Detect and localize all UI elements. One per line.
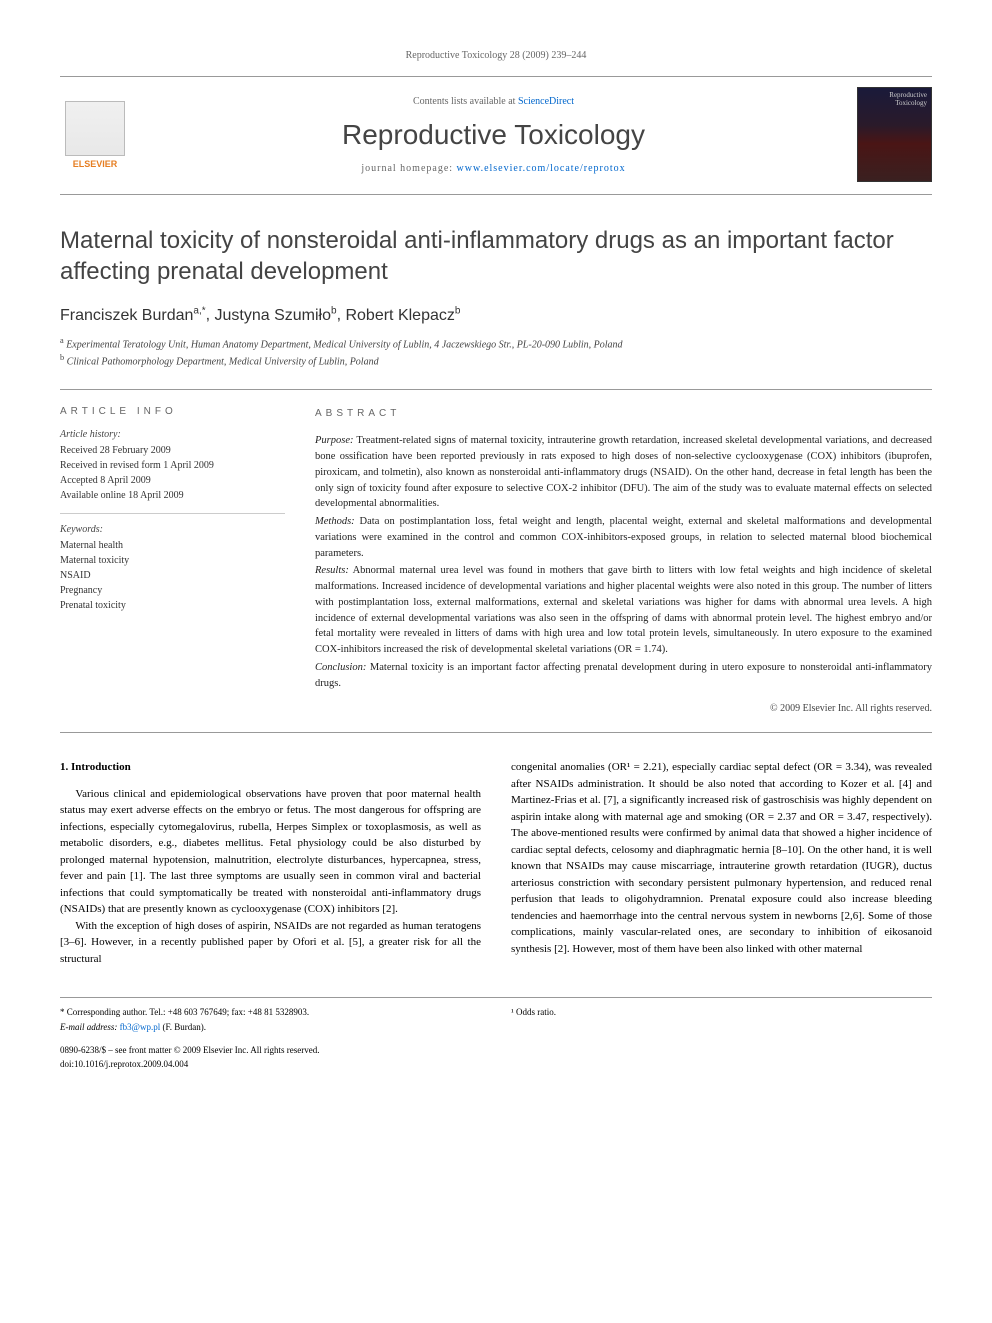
elsevier-logo: ELSEVIER	[60, 95, 130, 175]
affiliations: a Experimental Teratology Unit, Human An…	[60, 335, 932, 370]
journal-banner: ELSEVIER Contents lists available at Sci…	[60, 76, 932, 195]
footnotes-left: * Corresponding author. Tel.: +48 603 76…	[60, 1006, 481, 1072]
article-history-block: Article history: Received 28 February 20…	[60, 429, 285, 514]
abstract-methods: Methods: Data on postimplantation loss, …	[315, 514, 932, 561]
banner-center: Contents lists available at ScienceDirec…	[142, 96, 845, 174]
body-columns: 1. Introduction Various clinical and epi…	[60, 759, 932, 967]
intro-p2-continued: congenital anomalies (OR¹ = 2.21), espec…	[511, 759, 932, 957]
doi-line: doi:10.1016/j.reprotox.2009.04.004	[60, 1058, 481, 1071]
footnotes: * Corresponding author. Tel.: +48 603 76…	[60, 997, 932, 1072]
abstract-heading: ABSTRACT	[315, 406, 932, 421]
author-3: Robert Klepaczb	[345, 307, 460, 324]
affiliation-a: a Experimental Teratology Unit, Human An…	[60, 335, 932, 352]
history-received: Received 28 February 2009	[60, 443, 285, 458]
corresponding-author: * Corresponding author. Tel.: +48 603 76…	[60, 1006, 481, 1019]
article-info: ARTICLE INFO Article history: Received 2…	[60, 406, 285, 716]
keywords-label: Keywords:	[60, 524, 285, 535]
affiliation-b: b Clinical Pathomorphology Department, M…	[60, 352, 932, 369]
contents-prefix: Contents lists available at	[413, 96, 518, 107]
history-online: Available online 18 April 2009	[60, 488, 285, 503]
cover-line2: Toxicology	[895, 99, 927, 107]
intro-p2: With the exception of high doses of aspi…	[60, 918, 481, 968]
contents-line: Contents lists available at ScienceDirec…	[142, 96, 845, 107]
abstract: ABSTRACT Purpose: Treatment-related sign…	[315, 406, 932, 716]
author-2: Justyna Szumiłob	[215, 307, 337, 324]
issn-line: 0890-6238/$ – see front matter © 2009 El…	[60, 1044, 481, 1057]
odds-ratio-note: ¹ Odds ratio.	[511, 1006, 932, 1019]
homepage-prefix: journal homepage:	[361, 163, 456, 174]
keyword-2: Maternal toxicity	[60, 553, 285, 568]
keywords-block: Keywords: Maternal health Maternal toxic…	[60, 524, 285, 623]
keyword-4: Pregnancy	[60, 583, 285, 598]
article-title: Maternal toxicity of nonsteroidal anti-i…	[60, 225, 932, 287]
author-1: Franciszek Burdana,*	[60, 307, 206, 324]
info-abstract-row: ARTICLE INFO Article history: Received 2…	[60, 389, 932, 733]
keyword-5: Prenatal toxicity	[60, 598, 285, 613]
journal-name: Reproductive Toxicology	[142, 119, 845, 151]
footnotes-right: ¹ Odds ratio.	[511, 1006, 932, 1072]
elsevier-label: ELSEVIER	[73, 159, 118, 169]
intro-p1: Various clinical and epidemiological obs…	[60, 786, 481, 918]
abstract-results: Results: Abnormal maternal urea level wa…	[315, 563, 932, 658]
running-head: Reproductive Toxicology 28 (2009) 239–24…	[60, 50, 932, 61]
abstract-conclusion: Conclusion: Maternal toxicity is an impo…	[315, 660, 932, 692]
history-label: Article history:	[60, 429, 285, 440]
email-line: E-mail address: fb3@wp.pl (F. Burdan).	[60, 1021, 481, 1034]
column-right: congenital anomalies (OR¹ = 2.21), espec…	[511, 759, 932, 967]
history-accepted: Accepted 8 April 2009	[60, 473, 285, 488]
column-left: 1. Introduction Various clinical and epi…	[60, 759, 481, 967]
abstract-copyright: © 2009 Elsevier Inc. All rights reserved…	[315, 701, 932, 716]
elsevier-tree-icon	[65, 101, 125, 156]
article-info-heading: ARTICLE INFO	[60, 406, 285, 417]
section-1-heading: 1. Introduction	[60, 759, 481, 776]
email-link[interactable]: fb3@wp.pl	[120, 1022, 161, 1032]
sciencedirect-link[interactable]: ScienceDirect	[518, 96, 574, 107]
history-revised: Received in revised form 1 April 2009	[60, 458, 285, 473]
homepage-link[interactable]: www.elsevier.com/locate/reprotox	[457, 163, 626, 174]
keyword-1: Maternal health	[60, 538, 285, 553]
keyword-3: NSAID	[60, 568, 285, 583]
journal-cover-thumbnail: Reproductive Toxicology	[857, 87, 932, 182]
abstract-purpose: Purpose: Treatment-related signs of mate…	[315, 433, 932, 512]
authors-line: Franciszek Burdana,*, Justyna Szumiłob, …	[60, 305, 932, 324]
homepage-line: journal homepage: www.elsevier.com/locat…	[142, 163, 845, 174]
